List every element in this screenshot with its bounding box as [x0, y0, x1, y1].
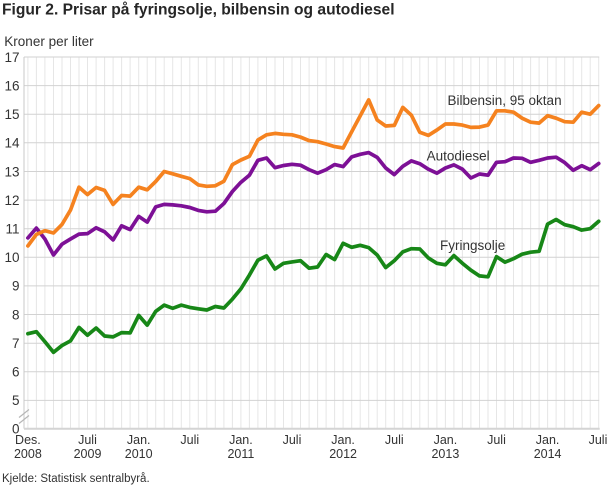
svg-text:9: 9	[12, 279, 20, 294]
svg-text:Autodiesel: Autodiesel	[427, 148, 490, 163]
svg-text:16: 16	[4, 78, 19, 93]
svg-text:Jan.: Jan.	[127, 433, 151, 447]
svg-text:2008: 2008	[14, 447, 42, 461]
svg-text:7: 7	[12, 336, 20, 351]
svg-text:17: 17	[4, 50, 19, 65]
svg-text:0: 0	[12, 421, 20, 436]
svg-text:11: 11	[5, 222, 19, 237]
svg-text:Figur 2. Prisar på fyringsolje: Figur 2. Prisar på fyringsolje, bilbensi…	[2, 0, 395, 18]
svg-text:15: 15	[4, 107, 19, 122]
svg-text:2009: 2009	[74, 447, 102, 461]
svg-text:Juli: Juli	[589, 433, 608, 447]
svg-text:13: 13	[4, 164, 19, 179]
svg-text:Des.: Des.	[15, 433, 41, 447]
svg-text:Jan.: Jan.	[229, 433, 253, 447]
svg-text:10: 10	[4, 250, 19, 265]
svg-text:14: 14	[4, 136, 20, 151]
svg-text:2012: 2012	[329, 447, 357, 461]
svg-text:2011: 2011	[227, 447, 254, 461]
svg-text:2014: 2014	[534, 447, 562, 461]
svg-text:Juli: Juli	[78, 433, 97, 447]
svg-text:Juli: Juli	[385, 433, 404, 447]
svg-text:Kroner per liter: Kroner per liter	[4, 34, 94, 49]
svg-text:Juli: Juli	[487, 433, 506, 447]
svg-text:2013: 2013	[431, 447, 459, 461]
svg-text:Jan.: Jan.	[331, 433, 355, 447]
svg-text:Fyringsolje: Fyringsolje	[440, 238, 505, 253]
svg-text:8: 8	[12, 307, 20, 322]
svg-text:Jan.: Jan.	[434, 433, 458, 447]
svg-text:Juli: Juli	[283, 433, 302, 447]
svg-text:2010: 2010	[125, 447, 153, 461]
svg-text:Juli: Juli	[180, 433, 199, 447]
svg-text:5: 5	[12, 393, 20, 408]
svg-text:12: 12	[4, 193, 19, 208]
svg-text:6: 6	[12, 365, 20, 380]
svg-text:Jan.: Jan.	[536, 433, 560, 447]
svg-text:Kjelde: Statistisk sentralbyrå: Kjelde: Statistisk sentralbyrå.	[2, 473, 150, 485]
svg-text:Bilbensin, 95 oktan: Bilbensin, 95 oktan	[448, 93, 562, 108]
